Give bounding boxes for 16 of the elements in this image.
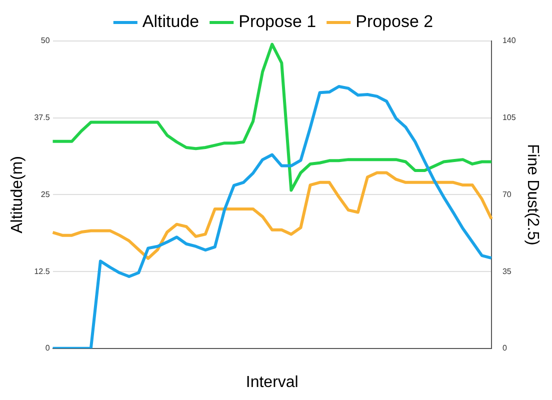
- x-axis-title: Interval: [246, 374, 298, 391]
- y-tick-label: 25: [40, 190, 50, 199]
- y2-axis-title: Fine Dust(2.5): [524, 144, 541, 246]
- y2-tick-label: 105: [502, 113, 516, 122]
- y2-tick-label: 0: [502, 344, 508, 353]
- y2-tick-label: 140: [502, 36, 516, 46]
- y-tick-label: 12.5: [34, 266, 50, 276]
- y-tick-label: 37.5: [34, 113, 50, 122]
- y-tick-label: 50: [40, 36, 50, 46]
- legend-label: Propose 1: [238, 12, 316, 32]
- legend-label: Altitude: [142, 12, 200, 32]
- y-axis-title: Altitude(m): [9, 156, 26, 234]
- y-tick-label: 0: [45, 344, 50, 353]
- y2-tick-label: 35: [502, 266, 512, 276]
- y2-tick-label: 70: [502, 190, 512, 199]
- legend-label: Propose 2: [356, 12, 434, 32]
